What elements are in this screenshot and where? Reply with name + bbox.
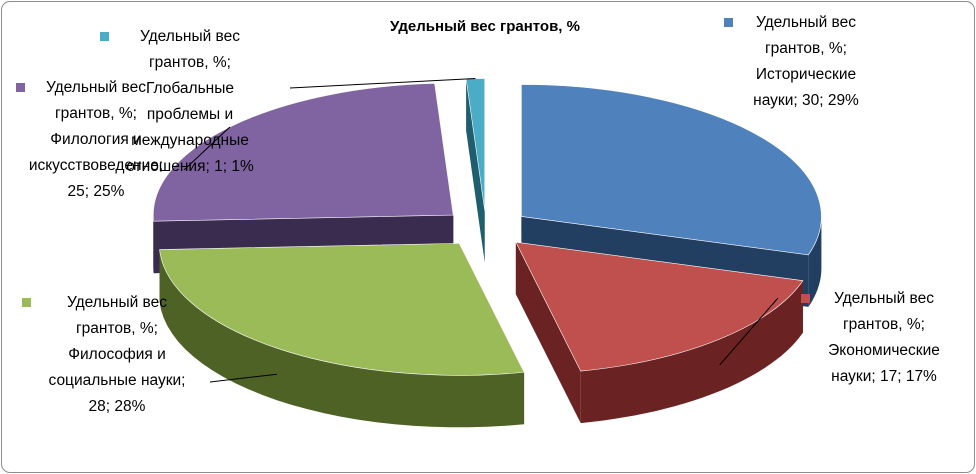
slice-side-global (466, 78, 485, 263)
data-label-history: Удельный вес грантов, %; Исторические на… (722, 10, 890, 114)
legend-key-philology (16, 83, 25, 92)
data-label-philosophy: Удельный вес грантов, %; Философия и соц… (22, 290, 212, 420)
slice-philosophy (159, 243, 525, 376)
slice-history (521, 84, 822, 256)
data-label-history-text: Удельный вес грантов, %; Исторические на… (753, 14, 859, 109)
slice-economics (515, 241, 804, 372)
leader-line-philosophy (209, 373, 277, 383)
slice-wall-economics-1 (515, 242, 581, 424)
data-label-philology-text: Удельный вес грантов, %; Филология и иск… (28, 79, 164, 200)
legend-key-economics (801, 294, 810, 303)
slice-wall-global-0 (466, 78, 485, 263)
legend-key-philosophy (22, 298, 31, 307)
leader-line-global (289, 77, 476, 89)
slice-rim-history-0 (808, 216, 822, 307)
data-label-economics: Удельный вес грантов, %; Экономические н… (800, 286, 968, 390)
data-label-philosophy-text: Удельный вес грантов, %; Философия и соц… (48, 294, 186, 415)
chart-title: Удельный вес грантов, % (390, 18, 580, 35)
leader-line-philology (183, 126, 231, 171)
data-label-global-text: Удельный вес грантов, %; Глобальные проб… (126, 28, 254, 175)
data-label-philology: Удельный вес грантов, %; Филология и иск… (6, 75, 186, 205)
slice-rim-economics-0 (580, 280, 803, 424)
data-label-economics-text: Удельный вес грантов, %; Экономические н… (828, 290, 940, 385)
legend-key-history (724, 18, 733, 27)
slice-rim-philosophy-0 (159, 249, 525, 428)
legend-key-global (100, 32, 109, 41)
slice-philology (152, 83, 454, 222)
data-label-global: Удельный вес грантов, %; Глобальные проб… (90, 24, 290, 180)
leader-line-economics (719, 297, 779, 366)
